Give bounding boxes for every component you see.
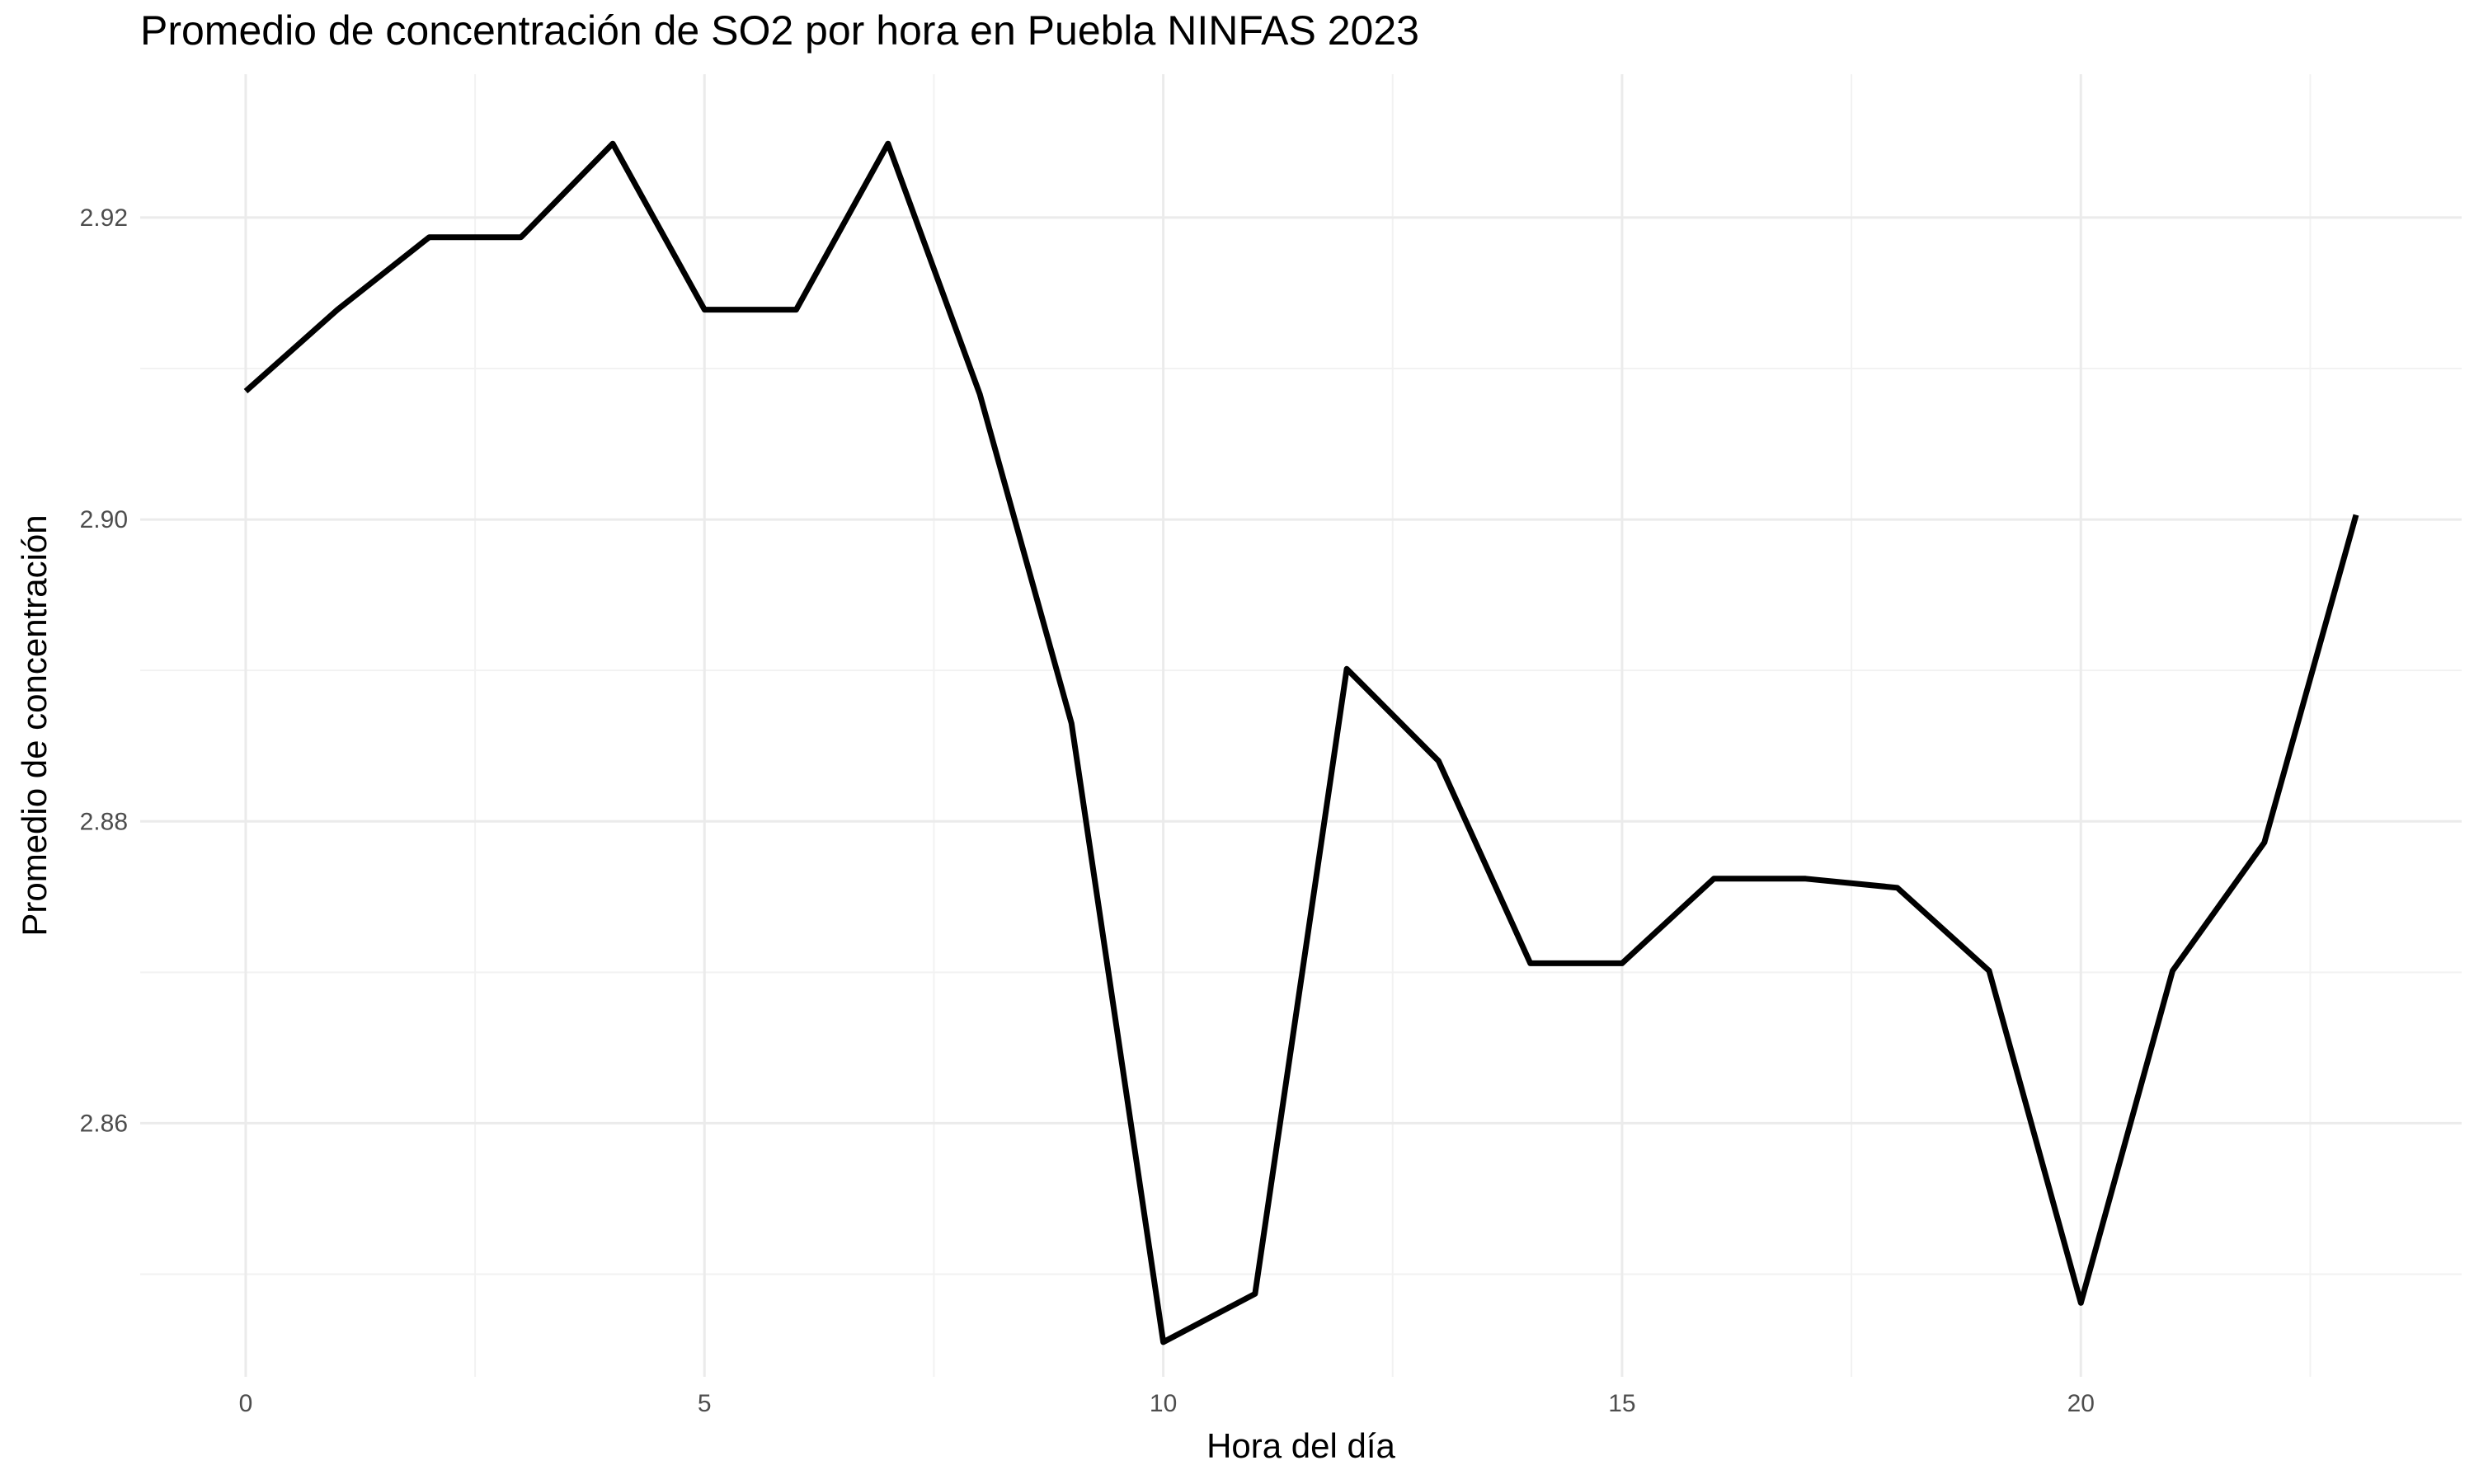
x-tick-label: 0: [239, 1390, 253, 1417]
x-tick-labels: 0 5 10 15 20: [239, 1390, 2095, 1417]
major-gridlines: [140, 74, 2462, 1377]
x-tick-label: 5: [698, 1390, 712, 1417]
series-layer: [243, 140, 2359, 1345]
y-axis-title: Promedio de concentración: [15, 514, 54, 936]
y-tick-label: 2.90: [80, 506, 128, 533]
x-tick-label: 20: [2067, 1390, 2095, 1417]
y-tick-labels: 2.86 2.88 2.90 2.92: [80, 204, 128, 1137]
chart-title: Promedio de concentración de SO2 por hor…: [140, 7, 1419, 54]
x-tick-label: 10: [1150, 1390, 1177, 1417]
y-tick-label: 2.92: [80, 204, 128, 232]
x-axis-title: Hora del día: [1206, 1426, 1395, 1465]
y-tick-label: 2.88: [80, 808, 128, 835]
x-tick-label: 15: [1608, 1390, 1635, 1417]
y-tick-label: 2.86: [80, 1110, 128, 1137]
series-line: [243, 140, 2359, 1345]
